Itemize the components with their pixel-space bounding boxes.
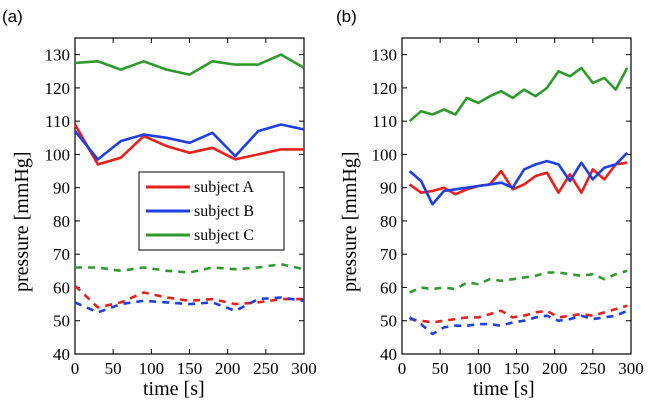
x-tick-label: 250 [580,359,606,378]
panel-b-x-axis-label: time [s] [473,378,535,400]
panel-b-y-ticks: 40 50 60 70 80 90 100 110 120 130 [372,46,631,364]
x-tick-label: 0 [71,359,80,378]
panel-b-plot-frame [401,37,632,355]
y-tick-label: 110 [45,112,70,131]
y-tick-label: 130 [372,46,398,65]
y-tick-label: 40 [380,345,397,364]
y-tick-label: 80 [380,212,397,231]
series-line-subject-b-dashed [408,309,628,336]
legend-label-subject-a: subject A [194,179,254,196]
x-tick-label: 250 [253,359,279,378]
y-tick-label: 100 [45,145,71,164]
x-tick-label: 300 [291,359,317,378]
panel-a-label: (a) [2,7,23,26]
legend-label-subject-c: subject C [194,227,254,244]
series-line-subject-a-solid [73,123,304,166]
legend: subject A subject B subject C [138,171,285,251]
series-line-subject-a-solid [408,161,628,196]
x-tick-label: 100 [466,359,492,378]
y-tick-label: 70 [380,245,397,264]
x-tick-label: 50 [432,359,449,378]
panel-a-y-axis-label: pressure [mmHg] [11,151,33,292]
x-tick-label: 100 [139,359,165,378]
series-line-subject-b-dashed [74,296,305,314]
panel-a: (a) 40 50 60 70 80 90 100 110 120 130 0 50 100 150 20… [2,7,317,400]
series-line-subject-b-solid [408,151,629,206]
y-tick-label: 90 [380,179,397,198]
series-line-subject-c-dashed [409,269,628,294]
y-tick-label: 120 [45,79,71,98]
x-tick-label: 50 [105,359,122,378]
y-tick-label: 50 [380,312,397,331]
series-line-subject-c-dashed [75,262,305,274]
x-tick-label: 150 [504,359,530,378]
y-tick-label: 100 [372,145,398,164]
panel-b-x-ticks: 0 50 100 150 200 250 300 [398,38,644,378]
x-tick-label: 200 [542,359,568,378]
y-tick-label: 50 [53,312,70,331]
panel-a-x-axis-label: time [s] [143,378,205,400]
panel-a-y-ticks: 40 50 60 70 80 90 100 110 120 130 [45,46,304,364]
y-tick-label: 130 [45,46,71,65]
x-tick-label: 200 [215,359,241,378]
panel-a-series [73,53,305,314]
x-tick-label: 0 [398,359,407,378]
x-tick-label: 150 [177,359,203,378]
y-tick-label: 70 [53,245,70,264]
series-line-subject-c-solid [408,66,629,123]
y-tick-label: 60 [380,278,397,297]
y-tick-label: 110 [372,112,397,131]
panel-b: (b) 40 50 60 70 80 90 100 110 120 130 0 50 100 150 20… [336,7,644,400]
y-tick-label: 90 [53,179,70,198]
y-tick-label: 40 [53,345,70,364]
x-tick-label: 300 [618,359,644,378]
series-line-subject-c-solid [74,53,305,76]
panel-b-y-axis-label: pressure [mmHg] [339,151,361,292]
panel-b-series [408,66,629,336]
series-line-subject-b-solid [73,123,305,161]
y-tick-label: 80 [53,212,70,231]
y-tick-label: 60 [53,278,70,297]
panel-a-x-ticks: 0 50 100 150 200 250 300 [71,38,317,378]
legend-label-subject-b: subject B [194,203,254,220]
series-line-subject-a-dashed [409,304,628,324]
y-tick-label: 120 [372,79,398,98]
panel-b-label: (b) [336,7,357,26]
